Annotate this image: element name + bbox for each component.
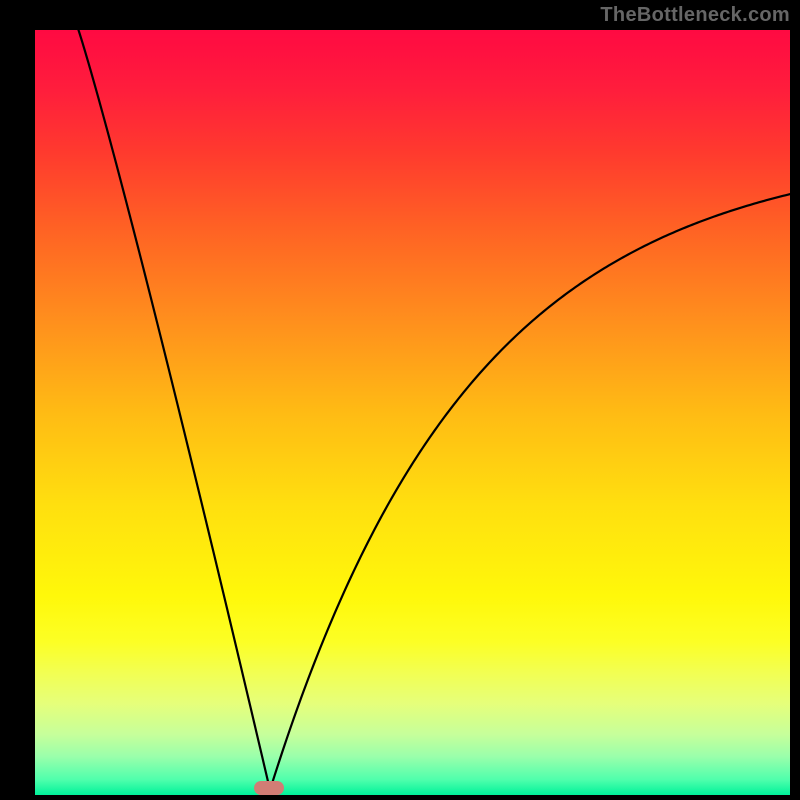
plot-area bbox=[35, 30, 790, 795]
optimal-point-marker bbox=[254, 781, 284, 795]
attribution-label: TheBottleneck.com bbox=[600, 4, 790, 27]
plot-svg bbox=[35, 30, 790, 795]
gradient-background bbox=[35, 30, 790, 795]
chart-frame: TheBottleneck.com bbox=[0, 0, 800, 800]
